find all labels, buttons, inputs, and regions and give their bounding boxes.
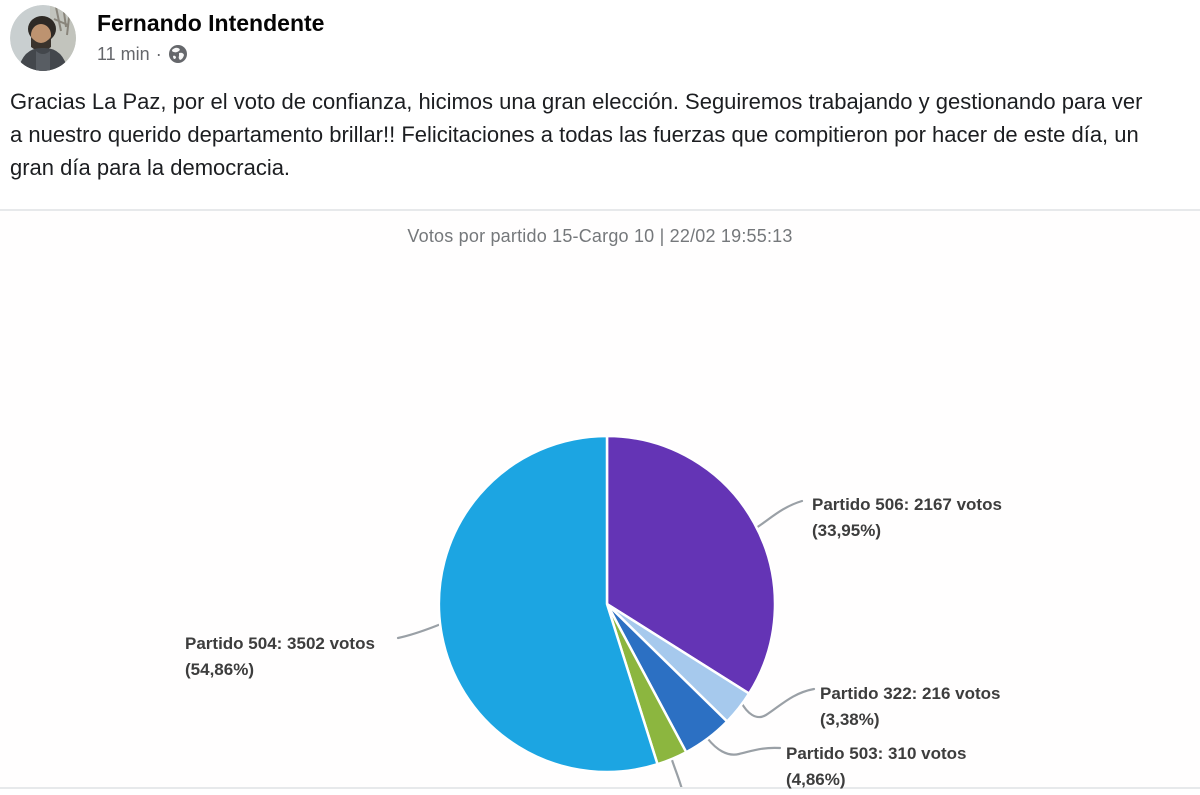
post-text: Gracias La Paz, por el voto de confianza… <box>10 89 1143 180</box>
author-name[interactable]: Fernando Intendente <box>97 10 325 36</box>
leader-partido-503 <box>706 737 782 756</box>
leader-lines <box>396 499 816 787</box>
leader-partido-322 <box>739 687 816 719</box>
pie-slices <box>437 434 777 774</box>
avatar-photo <box>10 5 76 71</box>
meta-separator: · <box>155 43 162 64</box>
pie-label-partido-322: Partido 322: 216 votos (3,38%) <box>820 684 1001 729</box>
avatar[interactable] <box>10 5 76 71</box>
pie-label-partido-504: Partido 504: 3502 votos (54,86%) <box>185 634 375 679</box>
pie-chart <box>396 434 816 787</box>
leader-partido-504 <box>396 622 443 640</box>
post-meta: 11 min · <box>97 42 188 66</box>
post-timestamp[interactable]: 11 min <box>97 43 150 64</box>
pie-slice-partido-504 <box>437 434 659 774</box>
globe-icon <box>168 44 188 64</box>
chart-attachment[interactable]: Votos por partido 15-Cargo 10 | 22/02 19… <box>0 209 1200 789</box>
post-header: Fernando Intendente 11 min · <box>0 0 1200 84</box>
leader-green-slice <box>670 758 683 787</box>
leader-partido-506 <box>754 499 804 530</box>
pie-label-partido-506: Partido 506: 2167 votos (33,95%) <box>812 495 1002 540</box>
chart-title: Votos por partido 15-Cargo 10 | 22/02 19… <box>407 226 793 246</box>
pie-label-partido-503: Partido 503: 310 votos (4,86%) <box>786 744 967 789</box>
